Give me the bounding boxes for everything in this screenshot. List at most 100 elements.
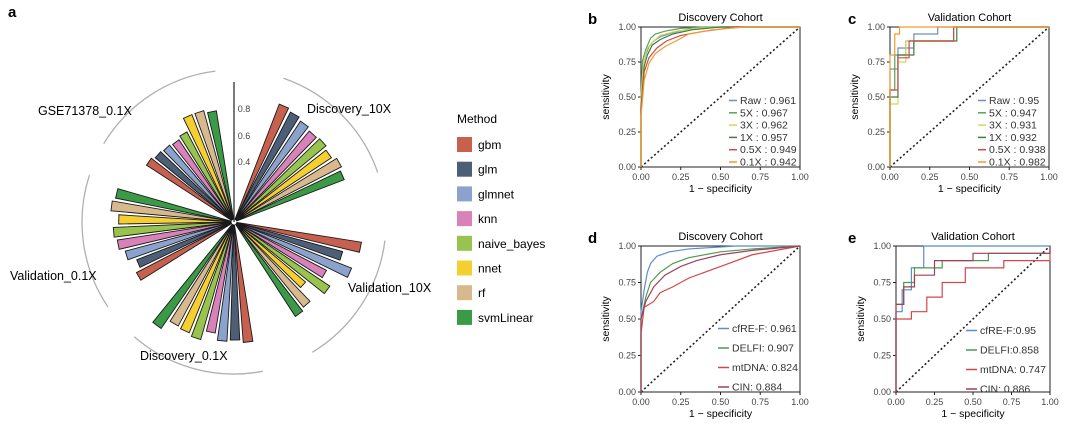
x-tick-label: 1.00 (791, 397, 809, 407)
y-tick-label: 0.75 (867, 57, 885, 67)
y-tick-label: 0.50 (618, 314, 636, 324)
x-tick-label: 0.25 (672, 397, 690, 407)
group-arc-discovery-0.1x (133, 336, 264, 375)
y-tick-label: 0.50 (873, 314, 891, 324)
panel-label-a: a (8, 4, 17, 21)
y-tick-label: 0.75 (873, 278, 891, 288)
x-tick-label: 0.25 (921, 172, 939, 182)
chart-title: Discovery Cohort (678, 12, 762, 24)
roc-curve-cin (895, 246, 1051, 392)
x-tick-label: 0.00 (632, 172, 650, 182)
legend-title: Method (457, 112, 497, 126)
legend-label-0.1x: 0.1X : 0.982 (989, 157, 1046, 169)
legend-swatch-nnet (457, 260, 472, 276)
y-tick-label: 0.75 (618, 57, 636, 67)
legend-label-delfi: DELFI: 0.907 (732, 343, 794, 355)
y-tick-label: 1.00 (867, 22, 885, 32)
roc-panel-d: Discovery Cohort 0.00 0.25 0.50 0.75 1.00 0.00… (600, 231, 809, 420)
group-label-discovery-10x: Discovery_10X (307, 102, 392, 116)
legend-label-cin: CIN: 0.886 (980, 384, 1030, 396)
chart-title: Validation Cohort (928, 12, 1012, 24)
x-tick-label: 0.50 (961, 172, 979, 182)
legend-label-3x: 3X : 0.931 (989, 120, 1037, 132)
radial-tick-0.8: 0.8 (238, 104, 251, 114)
y-tick-label: 0.25 (618, 351, 636, 361)
y-tick-label: 0.00 (618, 387, 636, 397)
y-tick-label: 1.00 (618, 22, 636, 32)
x-axis-label: 1 − specificity (689, 408, 753, 420)
x-tick-label: 1.00 (791, 172, 809, 182)
x-tick-label: 0.00 (887, 397, 905, 407)
diagonal-reference-line (640, 245, 801, 393)
y-tick-label: 0.50 (618, 92, 636, 102)
y-tick-label: 0.00 (618, 162, 636, 172)
legend-label-5x: 5X : 0.947 (989, 107, 1037, 119)
y-tick-label: 1.00 (873, 241, 891, 251)
chart-title: Validation Cohort (931, 231, 1015, 243)
bar-discovery-0.1x-svmlinear (152, 223, 233, 330)
roc-curve-cfre-f (895, 245, 1050, 392)
legend-swatch-naive-bayes (457, 235, 472, 251)
group-arc-validation-10x (311, 240, 386, 353)
roc-curve-0.1x (640, 26, 800, 167)
legend-label-svmlinear: svmLinear (478, 311, 533, 325)
legend-swatch-glmnet (457, 186, 472, 202)
legend-label-glmnet: glmnet (478, 187, 515, 201)
legend-label-0.1x: 0.1X : 0.942 (740, 157, 797, 169)
legend-label-raw: Raw : 0.961 (740, 95, 796, 107)
legend-label-5x: 5X : 0.967 (740, 107, 788, 119)
bar-validation-10x-svmlinear (235, 223, 304, 318)
roc-curve-cin (640, 245, 801, 392)
legend-label-delfi: DELFI:0.858 (980, 345, 1039, 357)
y-tick-label: 0.25 (618, 127, 636, 137)
legend-label-raw: Raw : 0.95 (989, 95, 1039, 107)
radial-tick-0.6: 0.6 (238, 131, 251, 141)
x-tick-label: 0.75 (751, 397, 769, 407)
x-tick-label: 0.75 (1000, 172, 1018, 182)
x-tick-label: 1.00 (1041, 397, 1059, 407)
roc-panel-b: Discovery Cohort 0.00 0.25 0.50 0.75 1.00 0.00… (600, 12, 809, 195)
diagonal-reference-line (640, 26, 801, 168)
legend-label-3x: 3X : 0.962 (740, 120, 788, 132)
legend-label-nnet: nnet (478, 262, 502, 276)
x-axis-label: 1 − specificity (689, 183, 753, 195)
legend-label-rf: rf (478, 286, 486, 300)
roc-curve-mtdna (640, 245, 801, 392)
legend-swatch-glm (457, 161, 472, 177)
legend-label-mtdna: mtDNA: 0.824 (732, 362, 798, 374)
chart-title: Discovery Cohort (678, 231, 762, 243)
panel-label-b: b (588, 11, 597, 28)
x-tick-label: 0.50 (712, 172, 730, 182)
y-tick-label: 0.25 (873, 351, 891, 361)
y-tick-label: 0.00 (867, 162, 885, 172)
panel-label-d: d (588, 230, 597, 247)
panel-label-e: e (848, 230, 856, 247)
roc-curve-mtdna (895, 246, 1051, 392)
group-label-discovery-0.1x: Discovery_0.1X (140, 349, 228, 363)
x-axis-label: 1 − specificity (941, 408, 1005, 420)
legend-swatch-gbm (457, 137, 472, 152)
group-arc-discovery-10x (283, 77, 379, 173)
x-tick-label: 0.50 (712, 397, 730, 407)
group-arc-validation-0.1x (81, 174, 109, 308)
group-label-validation-10x: Validation_10X (348, 281, 432, 295)
x-tick-label: 0.50 (964, 397, 982, 407)
y-tick-label: 0.75 (618, 278, 636, 288)
x-tick-label: 1.00 (1040, 172, 1058, 182)
legend-label-1x: 1X : 0.957 (740, 132, 788, 144)
y-tick-label: 0.50 (867, 92, 885, 102)
y-axis-label: sensitivity (855, 295, 867, 341)
y-tick-label: 0.00 (873, 387, 891, 397)
legend-label-glm: glm (478, 163, 497, 177)
diagonal-reference-line (895, 245, 1051, 393)
x-tick-label: 0.25 (926, 397, 944, 407)
legend-label-mtdna: mtDNA: 0.747 (980, 364, 1046, 376)
y-axis-label: sensitivity (600, 73, 612, 119)
radial-tick-0.4: 0.4 (238, 157, 251, 167)
bar-discovery-10x-svmlinear (236, 170, 345, 222)
y-tick-label: 1.00 (618, 241, 636, 251)
roc-panel-e: Validation Cohort 0.00 0.25 0.50 0.75 1.00 0.0… (855, 231, 1059, 420)
x-tick-label: 0.00 (632, 397, 650, 407)
